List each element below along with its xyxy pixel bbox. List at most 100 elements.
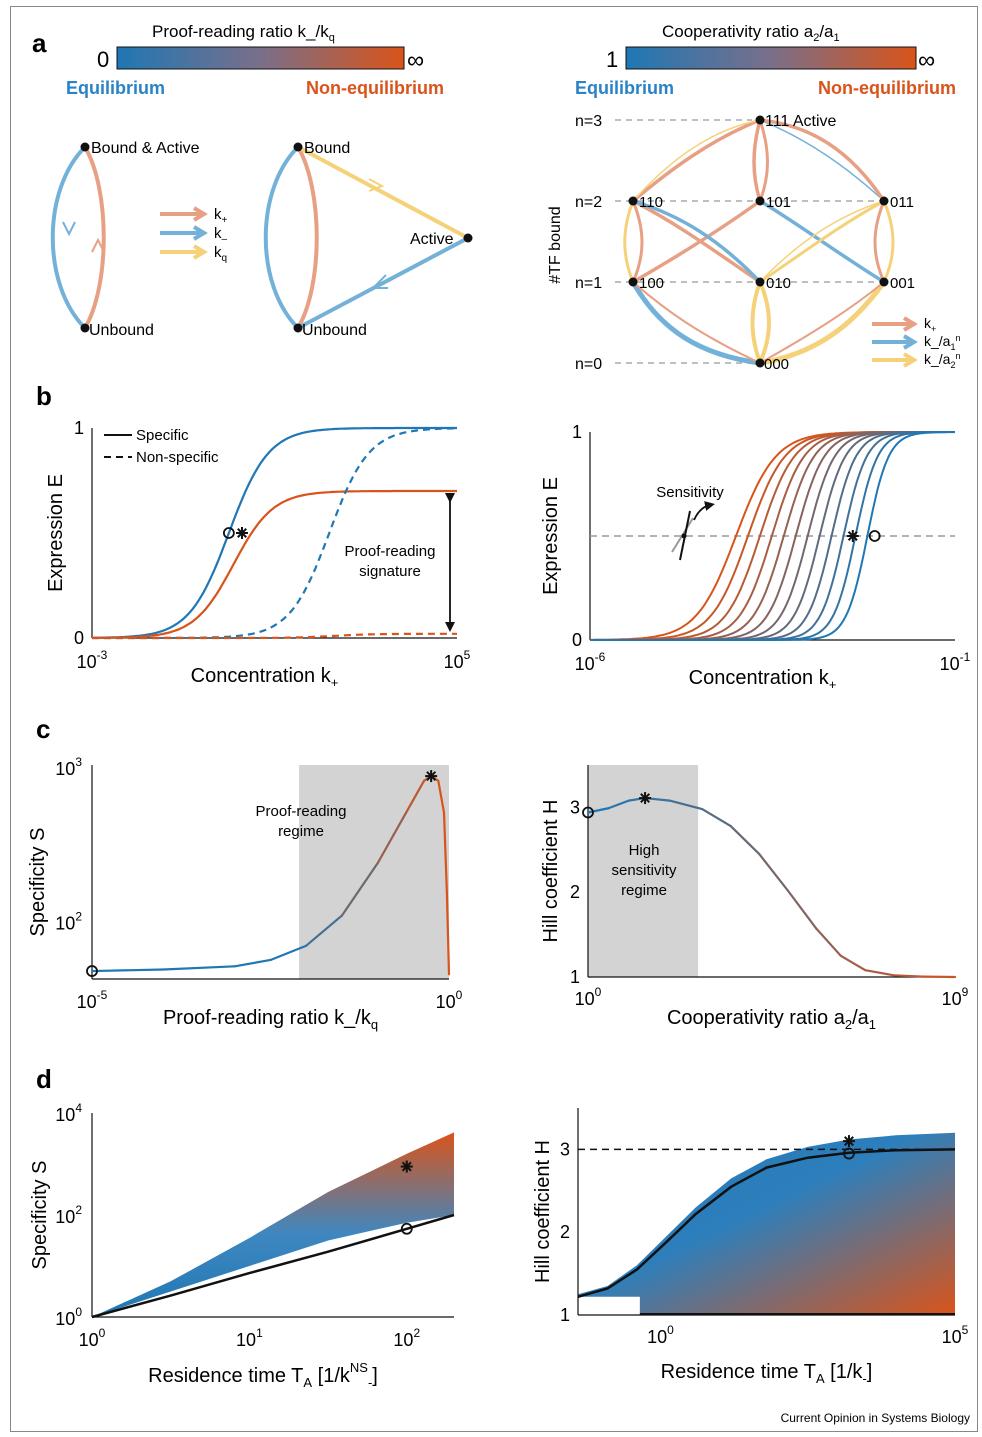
legend-label-kminus-a2: k_/a2n	[924, 351, 961, 370]
c-left-marker-star-stroke	[426, 771, 437, 782]
b-left-series-3	[92, 632, 457, 640]
legend-arrow-kplus-right	[872, 316, 918, 332]
b-right-ytick-0: 0	[572, 630, 582, 650]
chart-c-right: High sensitivity regime 1 2 3 100 109 Cooperativ…	[540, 765, 969, 1032]
b-left-annotation-line1: Proof-reading	[345, 543, 436, 560]
panel-label-a: a	[32, 28, 47, 58]
b-left-marker-star-stroke	[237, 528, 247, 538]
c-right-curve-seg-5	[701, 807, 732, 828]
panel-label-d: d	[36, 1064, 52, 1094]
edge-011-010-b	[759, 200, 885, 283]
c-right-xlabel: Cooperativity ratio a2/a1	[667, 1007, 876, 1032]
node-100	[628, 277, 638, 287]
b-right-marker-star-stroke	[847, 531, 858, 541]
edge-110-010-b	[632, 199, 762, 284]
y-axis-label-tf-bound: #TF bound	[547, 206, 564, 283]
node-label-110: 110	[639, 194, 663, 211]
node-label-unbound-d1: Unbound	[89, 322, 154, 339]
d-left-ytick-0: 100	[55, 1305, 82, 1329]
c-right-region-label-2: sensitivity	[611, 862, 677, 879]
d-right-ylabel: Hill coefficient H	[532, 1140, 554, 1283]
level-label-n1: n=1	[575, 275, 602, 292]
b-left-annotation-line2: signature	[359, 563, 421, 580]
d-right-ytick-2: 3	[560, 1139, 570, 1159]
level-label-n0: n=0	[575, 356, 602, 373]
node-bound-active	[80, 142, 90, 152]
legend-rates-a-left: k+ k– kq	[160, 206, 228, 264]
legend-rates-a-right: k+ k_/a1n k_/a2n	[872, 315, 961, 370]
colorbar-proofreading	[116, 46, 405, 70]
c-left-ylabel: Specificity S	[27, 828, 49, 937]
node-label-100: 100	[639, 275, 664, 292]
b-left-legend-nonspecific: Non-specific	[136, 449, 219, 466]
edge-111-110-b	[632, 119, 761, 202]
chart-b-right: Sensitivity 0 1 10-6 10-1 Concentration k+ Exp…	[540, 422, 971, 692]
c-right-marker-circle	[582, 806, 594, 819]
c-left-curve-seg-1	[162, 965, 236, 971]
edge-kq-d2	[297, 145, 469, 240]
b-right-ylabel: Expression E	[540, 477, 562, 595]
node-110	[628, 196, 638, 206]
colorbar-cooperativity	[625, 46, 917, 70]
c-left-curve-seg-6	[376, 811, 408, 865]
c-right-curve-seg-7	[758, 852, 789, 892]
c-right-curve-seg-0	[586, 807, 610, 814]
d-right-black-line	[577, 1148, 956, 1299]
d-right-xlabel: Residence time TA [1/k-]	[661, 1361, 873, 1386]
network-edges	[623, 118, 895, 366]
c-left-ytick-0: 102	[55, 910, 82, 934]
c-left-curve-seg-7	[405, 779, 426, 814]
d-left-area	[92, 1132, 454, 1317]
b-right-sensitivity-dot	[681, 533, 687, 539]
c-left-xtick-0: 10-5	[77, 988, 108, 1012]
c-right-curve-seg-9	[815, 927, 842, 957]
node-bound	[293, 142, 303, 152]
c-right-region-label-1: High	[629, 842, 660, 859]
colorbar-title-cooperativity: Cooperativity ratio a2/a1	[662, 22, 840, 44]
colorbar-min-label: 0	[97, 47, 109, 72]
d-left-xtick-0: 100	[79, 1326, 106, 1350]
edge-kminus-d1	[50, 145, 87, 330]
c-left-region-label-1: Proof-reading	[256, 803, 347, 820]
c-right-marker-star-stroke	[640, 793, 651, 804]
edge-001-000-b	[759, 281, 885, 364]
chart-d-left: 100 102 104 100 101 102 Residence time TA [1/k…	[29, 1101, 455, 1390]
d-left-xtick-1: 101	[236, 1326, 263, 1350]
c-left-xtick-1: 100	[436, 988, 463, 1012]
c-right-xtick-0: 100	[575, 985, 602, 1009]
c-left-ytick-1: 103	[55, 755, 82, 779]
b-left-series-1	[92, 489, 457, 639]
d-left-ytick-1: 102	[55, 1203, 82, 1227]
c-left-region-label-2: regime	[278, 823, 324, 840]
diagram-three-state: Bound Active Unbound	[263, 140, 473, 339]
b-right-xtick-0: 10-6	[575, 650, 606, 674]
node-label-101: 101	[766, 194, 791, 211]
node-000	[755, 358, 765, 368]
node-label-active: Active	[410, 231, 454, 248]
chart-b-left: Specific Non-specific Proof-reading signatu…	[45, 418, 471, 690]
legend-label-kplus: k+	[214, 206, 228, 226]
edge-110-100	[623, 200, 635, 283]
d-right-marker-circle	[843, 1147, 855, 1160]
panel-a-left: Proof-reading ratio k_/kq 0 ∞ Equilibriu…	[50, 22, 473, 339]
d-left-ytick-2: 104	[55, 1101, 82, 1125]
b-right-curve-11	[590, 431, 955, 641]
d-right-marker-star-stroke	[844, 1136, 854, 1147]
b-left-ylabel: Expression E	[45, 474, 67, 592]
c-right-curve-seg-8	[786, 889, 818, 930]
edge-100-000	[630, 280, 761, 366]
node-unbound-d1	[80, 323, 90, 333]
d-right-notch	[578, 1296, 640, 1315]
b-right-marker-circle	[868, 530, 881, 542]
c-right-ytick-0: 1	[570, 967, 580, 987]
diagram-two-state: Bound & Active Unbound	[50, 140, 200, 339]
b-right-xtick-1: 10-1	[940, 650, 971, 674]
d-left-marker-circle	[400, 1222, 413, 1235]
d-left-marker-star	[400, 1160, 413, 1173]
d-right-ytick-0: 1	[560, 1305, 570, 1325]
edge-011-010	[759, 199, 885, 284]
edge-110-100-b	[631, 200, 644, 283]
node-label-010: 010	[766, 275, 791, 292]
network-nodes	[628, 115, 889, 368]
c-right-ytick-2: 3	[570, 797, 580, 817]
